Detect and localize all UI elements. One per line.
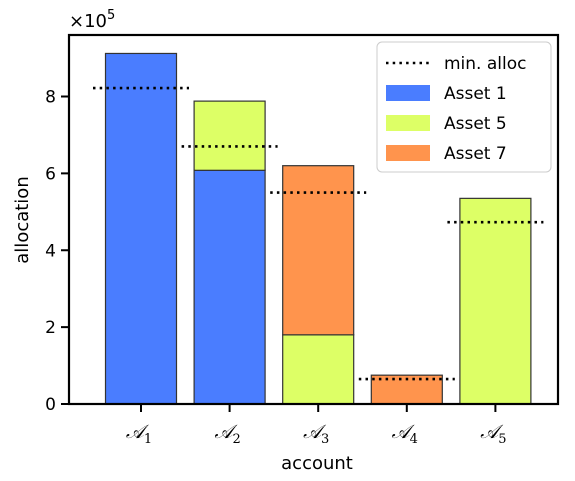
legend-label-asset-1: Asset 1 bbox=[444, 84, 507, 104]
bar-asset-5-account-5 bbox=[460, 198, 531, 404]
y-tick-label-4: 4 bbox=[45, 241, 56, 261]
bar-asset-5-account-3 bbox=[283, 335, 354, 404]
legend-label-asset-5: Asset 5 bbox=[444, 114, 507, 134]
y-tick-label-6: 6 bbox=[45, 164, 56, 184]
y-tick-label-0: 0 bbox=[45, 395, 56, 415]
y-tick-label-2: 2 bbox=[45, 318, 56, 338]
x-axis: 𝒜1 𝒜2 𝒜3 𝒜4 𝒜5 bbox=[126, 404, 507, 447]
y-multiplier-exponent: 5 bbox=[107, 8, 115, 23]
bar-asset-1-account-2 bbox=[194, 170, 265, 404]
bar-asset-1-account-1 bbox=[106, 53, 177, 404]
bar-asset-7-account-3 bbox=[283, 166, 354, 335]
legend-swatch-asset-7 bbox=[386, 145, 430, 161]
x-tick-label-account-3: 𝒜3 bbox=[303, 421, 329, 447]
legend-label-min-alloc: min. alloc bbox=[444, 54, 526, 74]
y-multiplier: ×105 bbox=[69, 8, 115, 32]
y-axis-label: allocation bbox=[12, 176, 33, 263]
x-tick-label-account-5: 𝒜5 bbox=[480, 421, 506, 447]
x-tick-label-account-4: 𝒜4 bbox=[392, 421, 418, 447]
legend-swatch-asset-5 bbox=[386, 115, 430, 131]
x-axis-label: account bbox=[281, 453, 353, 474]
x-tick-label-account-2: 𝒜2 bbox=[214, 421, 240, 447]
y-multiplier-base: ×10 bbox=[69, 11, 107, 32]
legend-label-asset-7: Asset 7 bbox=[444, 144, 507, 164]
x-tick-label-account-1: 𝒜1 bbox=[126, 421, 152, 447]
legend-swatch-asset-1 bbox=[386, 85, 430, 101]
y-tick-label-8: 8 bbox=[45, 88, 56, 108]
y-axis: 0 2 4 6 8 bbox=[45, 88, 69, 416]
legend: min. alloc Asset 1 Asset 5 Asset 7 bbox=[377, 42, 551, 172]
bar-asset-5-account-2 bbox=[194, 101, 265, 170]
